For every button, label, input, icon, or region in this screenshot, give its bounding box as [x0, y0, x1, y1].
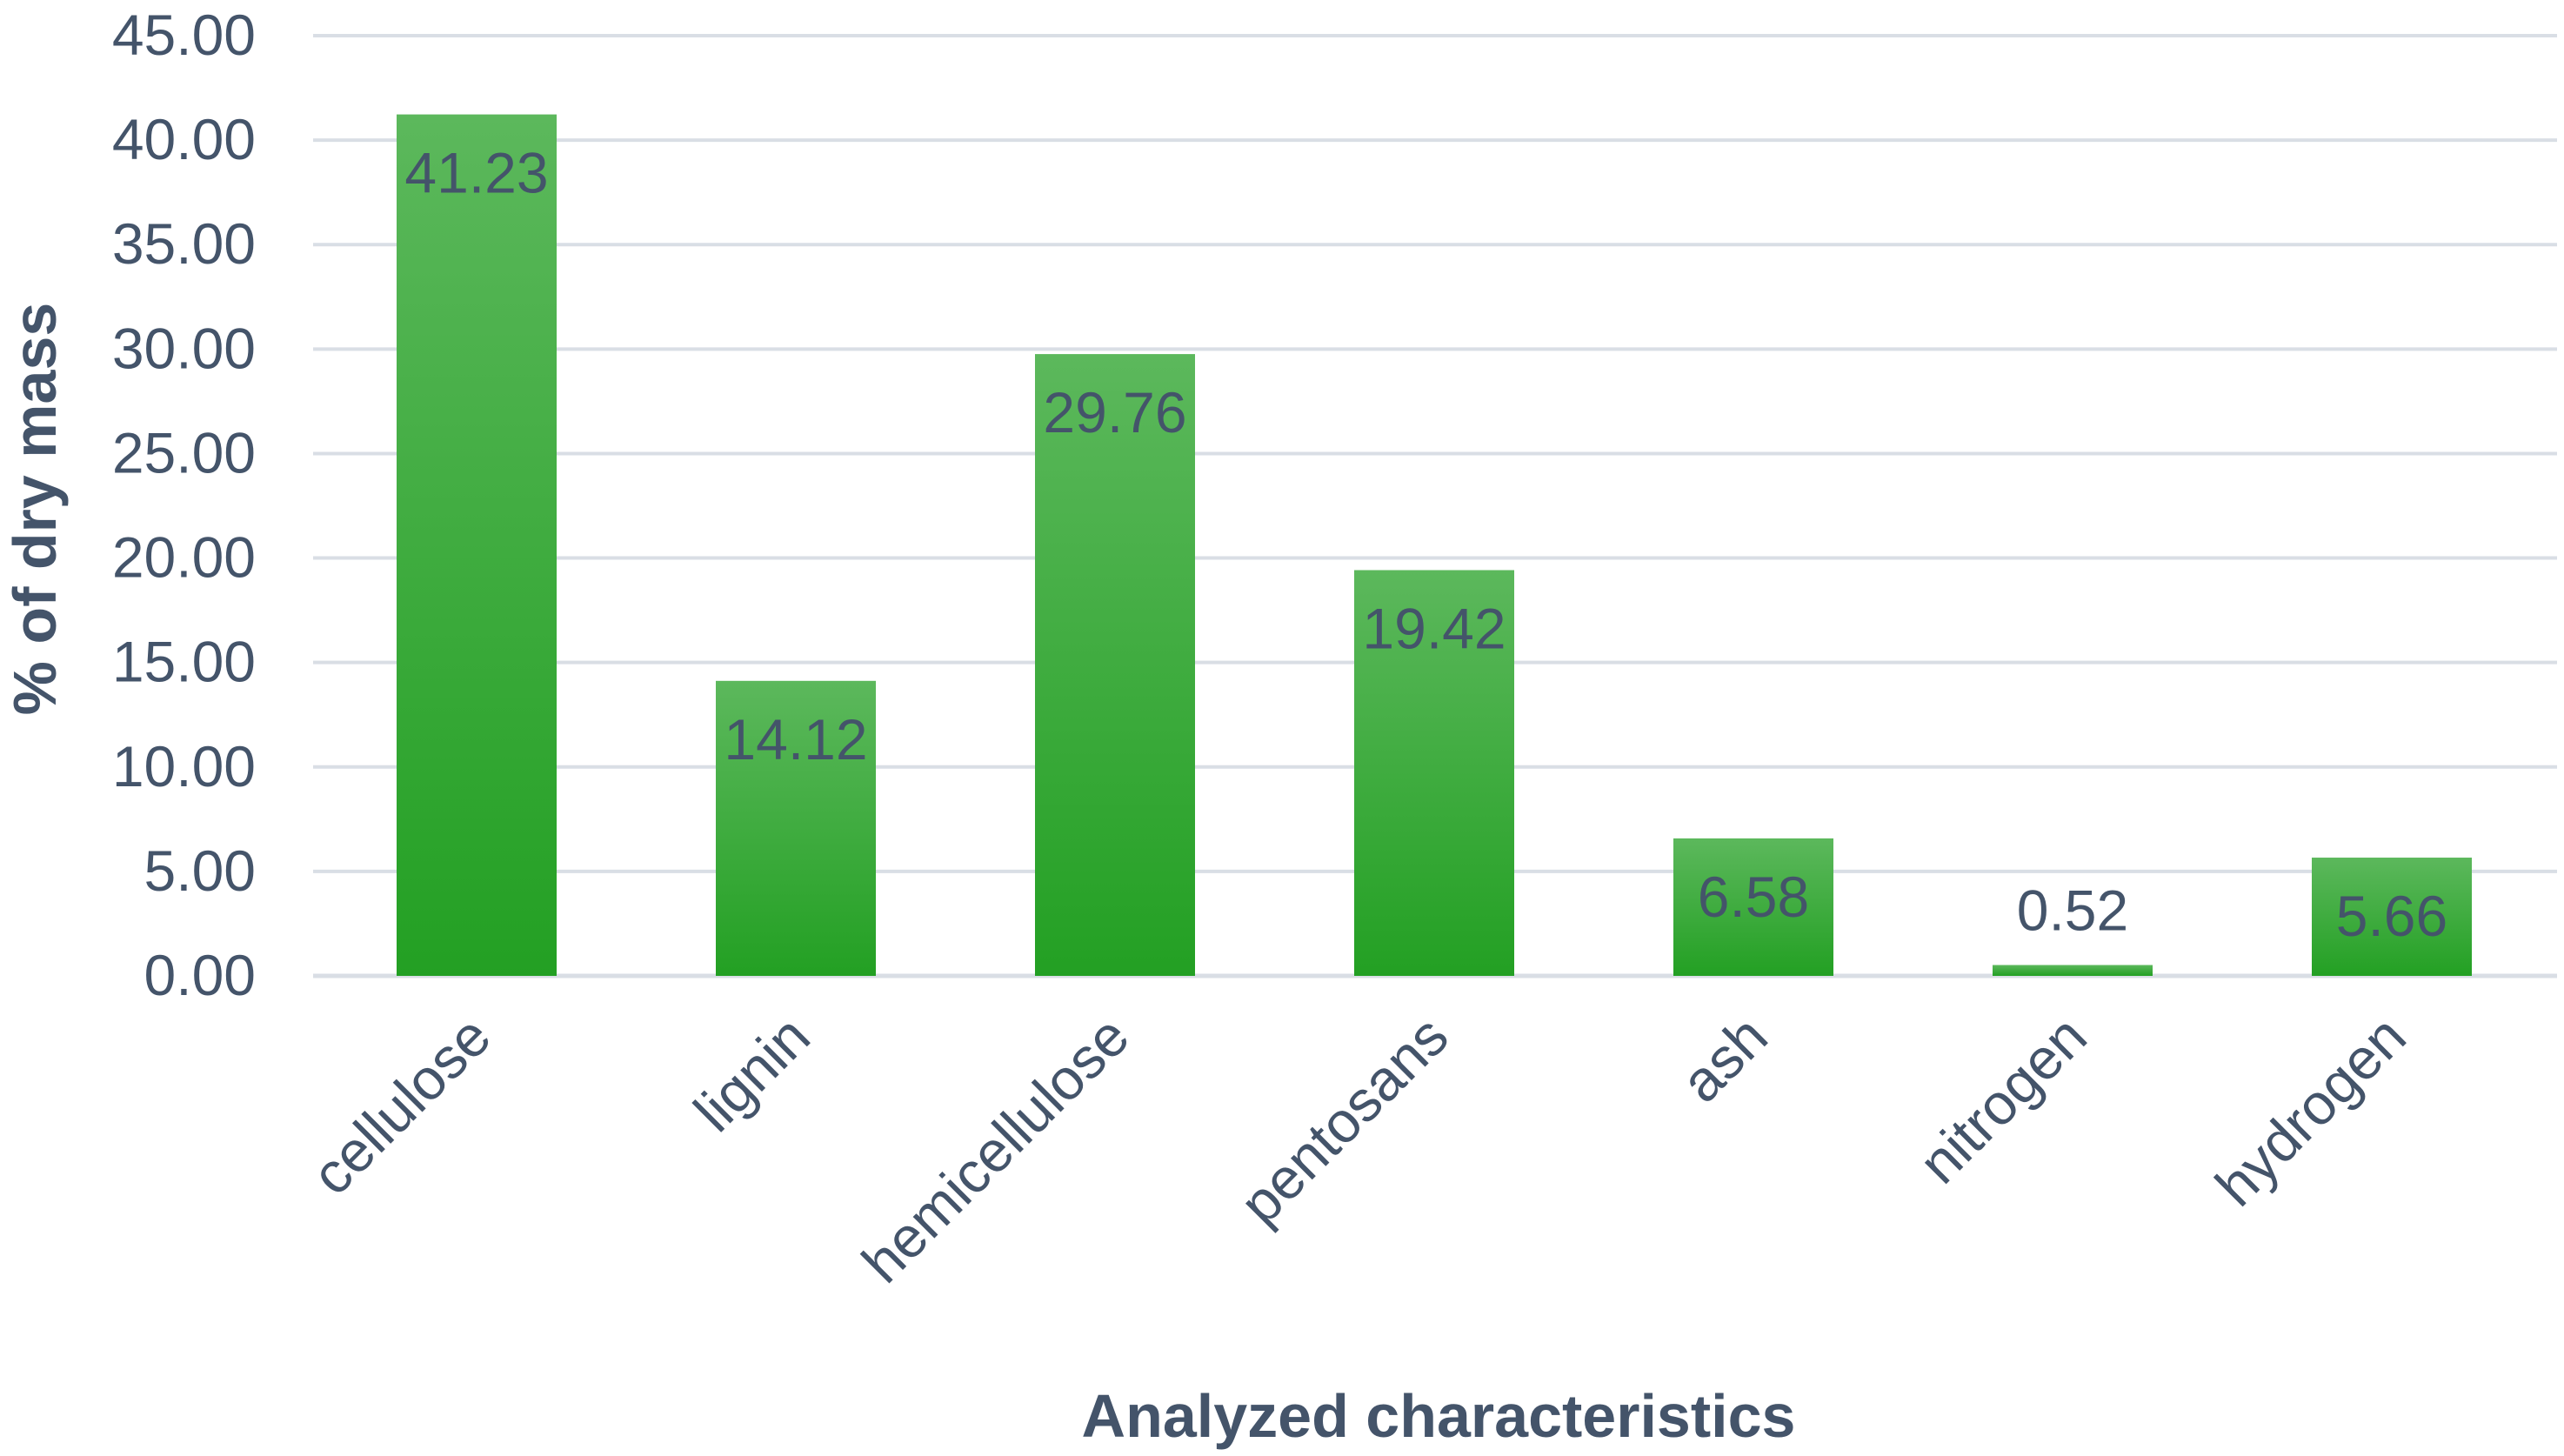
data-label-hydrogen: 5.66 [2336, 884, 2447, 948]
x-tick-label-lignin: lignin [682, 1004, 822, 1144]
bars [397, 114, 2472, 977]
data-label-nitrogen: 0.52 [2017, 878, 2128, 943]
bar-hemicellulose [1035, 354, 1195, 977]
y-tick-label: 0.00 [144, 943, 256, 1007]
x-tick-label-pentosans: pentosans [1227, 1004, 1460, 1237]
x-axis-categories: cellulose lignin hemicellulose pentosans ash… [299, 1004, 2418, 1295]
y-axis-ticks: 0.00 5.00 10.00 15.00 20.00 25.00 30.00 35.00 40… [112, 3, 256, 1007]
y-tick-label: 20.00 [112, 525, 256, 590]
bar-ash [1673, 838, 1833, 976]
y-tick-label: 10.00 [112, 734, 256, 798]
data-labels: 41.23 14.12 29.76 19.42 6.58 0.52 5.66 [404, 141, 2447, 948]
y-tick-label: 15.00 [112, 630, 256, 694]
y-tick-label: 25.00 [112, 420, 256, 484]
x-tick-label-nitrogen: nitrogen [1906, 1004, 2099, 1196]
x-tick-label-ash: ash [1668, 1004, 1779, 1115]
bar-lignin [716, 680, 876, 976]
y-tick-label: 35.00 [112, 211, 256, 276]
data-label-hemicellulose: 29.76 [1043, 380, 1186, 444]
x-tick-label-hemicellulose: hemicellulose [850, 1004, 1141, 1295]
data-label-lignin: 14.12 [724, 707, 867, 771]
data-label-pentosans: 19.42 [1362, 596, 1506, 660]
bar-cellulose [397, 114, 557, 976]
bar-pentosans [1354, 570, 1514, 976]
gridlines [313, 34, 2557, 978]
bar-nitrogen [1993, 965, 2153, 976]
y-tick-label: 30.00 [112, 316, 256, 380]
y-tick-label: 40.00 [112, 107, 256, 171]
bar-hydrogen [2312, 858, 2472, 976]
y-tick-label: 5.00 [144, 838, 256, 903]
x-tick-label-cellulose: cellulose [299, 1004, 503, 1207]
x-axis-title: Analyzed characteristics [1082, 1382, 1796, 1450]
y-axis-title: % of dry mass [1, 303, 69, 716]
data-label-ash: 6.58 [1698, 865, 1809, 929]
x-tick-label-hydrogen: hydrogen [2203, 1004, 2418, 1219]
data-label-cellulose: 41.23 [404, 141, 548, 205]
y-tick-label: 45.00 [112, 3, 256, 67]
